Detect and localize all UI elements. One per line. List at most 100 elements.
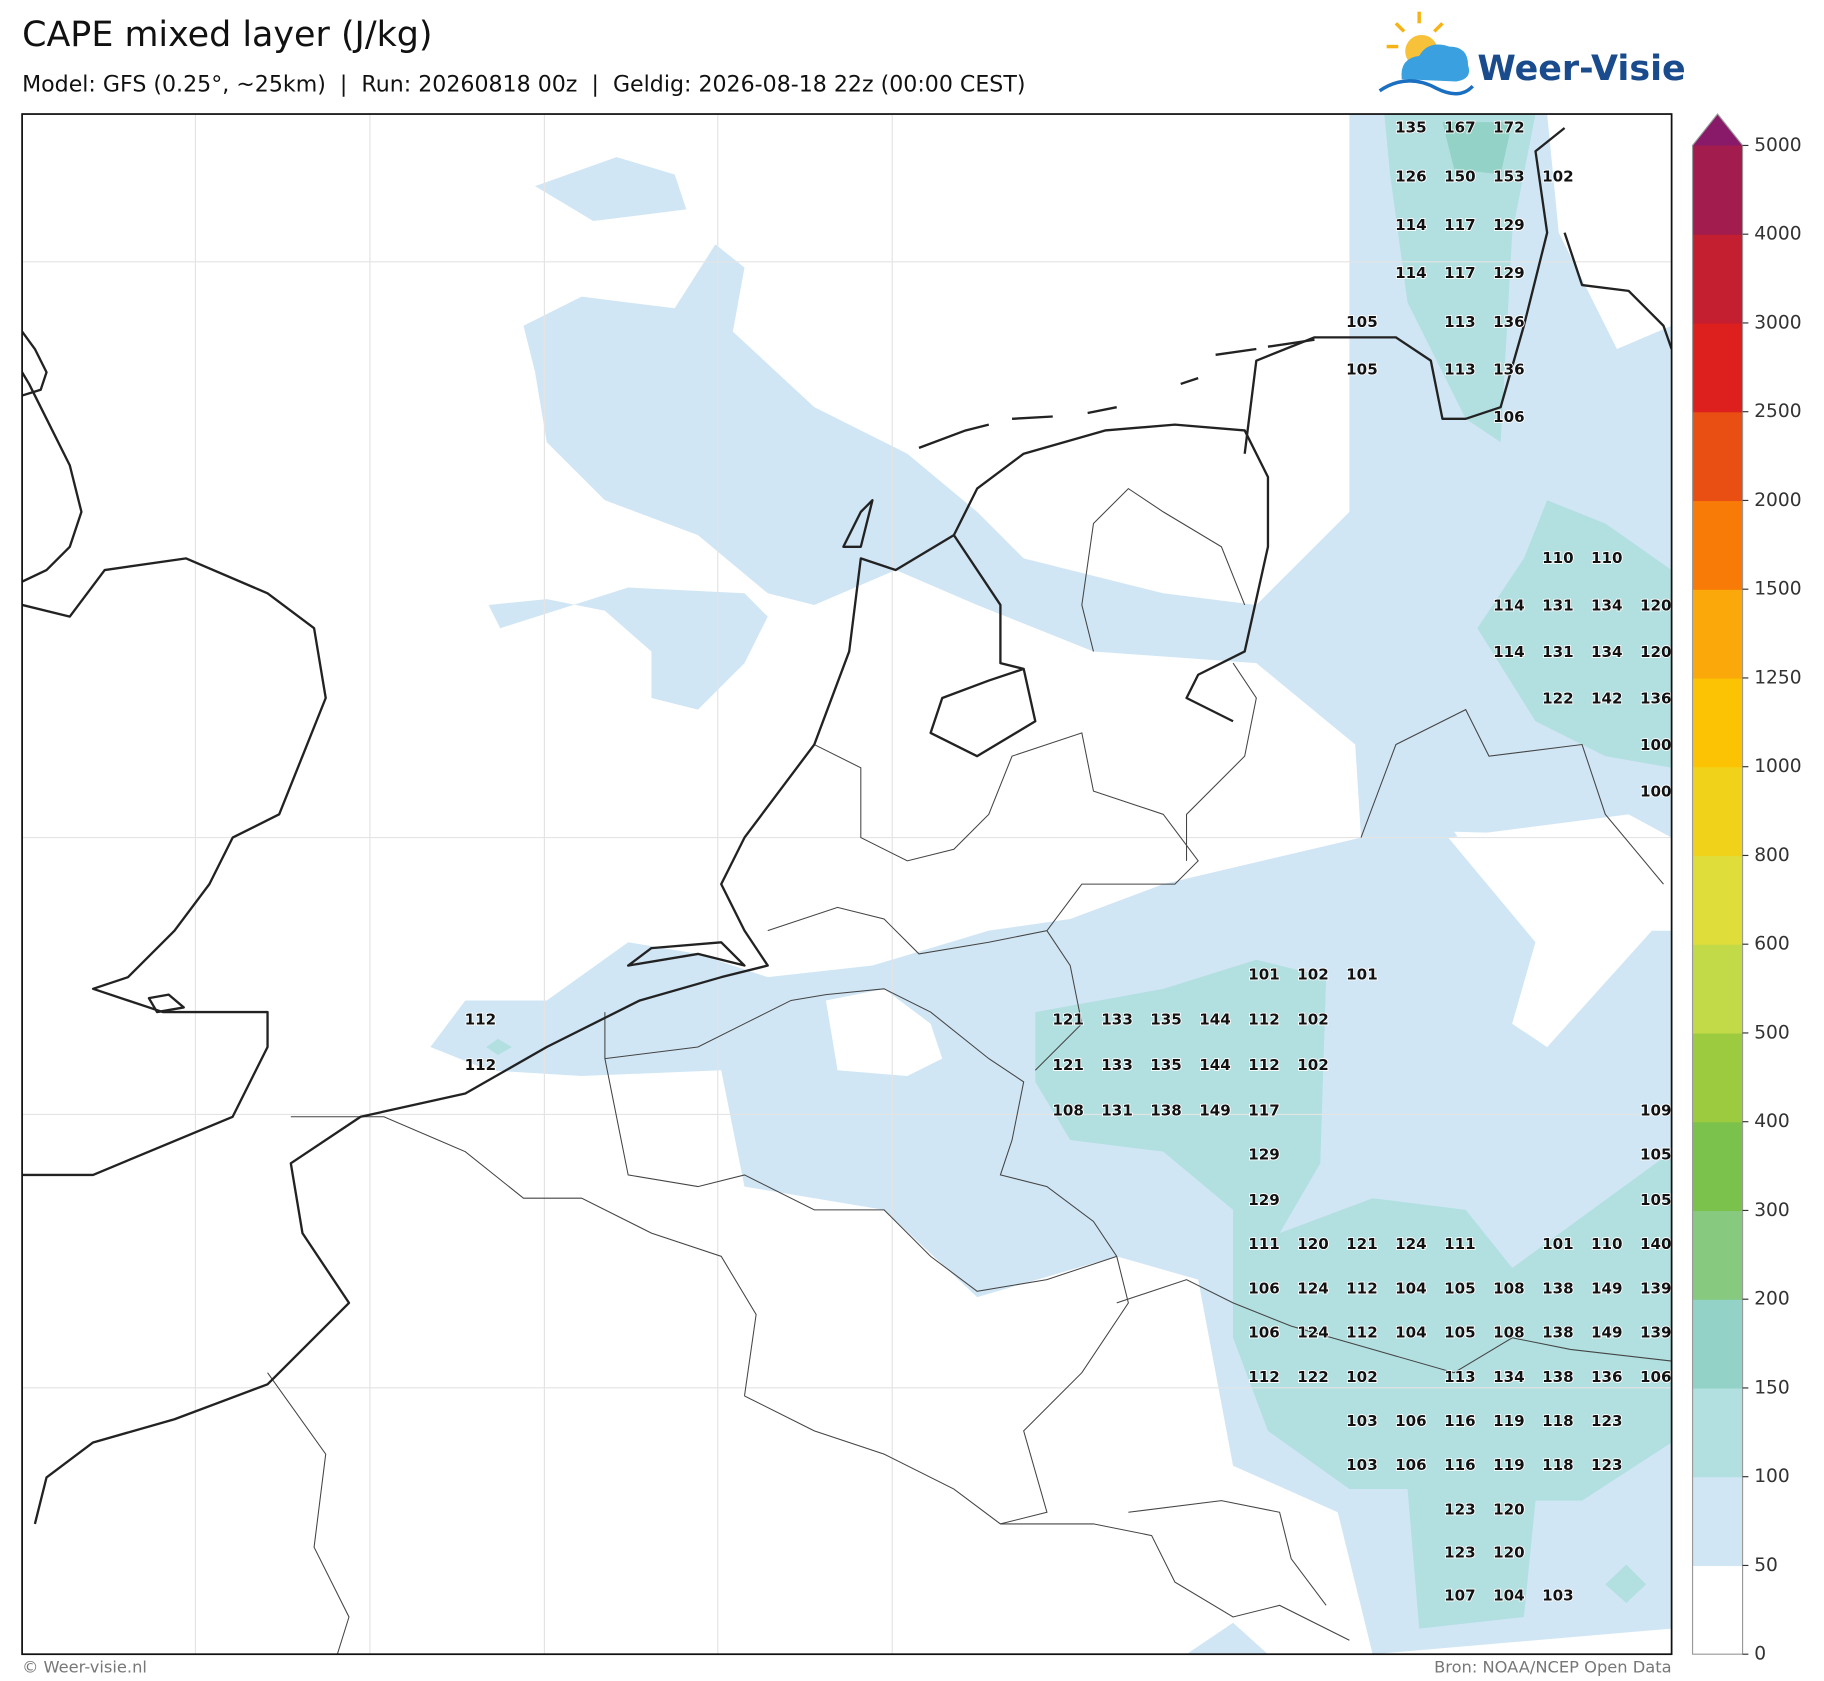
grid-value: 112 xyxy=(1248,1368,1280,1386)
grid-value: 131 xyxy=(1542,643,1574,661)
grid-value: 131 xyxy=(1542,597,1574,615)
grid-value: 119 xyxy=(1493,1412,1525,1430)
grid-value: 116 xyxy=(1444,1456,1476,1474)
cape-below-50 xyxy=(825,814,1672,1077)
grid-value: 105 xyxy=(1640,1191,1672,1209)
grid-value: 129 xyxy=(1248,1146,1280,1164)
grid-value: 106 xyxy=(1248,1324,1280,1342)
grid-value: 120 xyxy=(1297,1235,1329,1253)
grid-value: 129 xyxy=(1248,1191,1280,1209)
grid-values: 135 167 172 126 150 153 102 114 117 129 114 117 129 1… xyxy=(464,118,1672,1606)
grid-value: 105 xyxy=(1346,360,1378,378)
grid-value: 104 xyxy=(1395,1324,1427,1342)
cape-100-150 xyxy=(486,114,1672,1629)
colorbar-segment xyxy=(1692,500,1743,590)
grid-value: 108 xyxy=(1493,1279,1525,1297)
colorbar-segment xyxy=(1692,145,1743,235)
grid-value: 112 xyxy=(1248,1056,1280,1074)
grid-value: 106 xyxy=(1395,1456,1427,1474)
colorbar-label: 800 xyxy=(1754,845,1790,866)
logo-cloud xyxy=(1401,44,1470,82)
grid-value: 102 xyxy=(1297,1011,1329,1029)
grid-value: 110 xyxy=(1591,549,1623,567)
colorbar-segment xyxy=(1692,855,1743,945)
colorbar-segment xyxy=(1692,1299,1743,1389)
colorbar-label: 2000 xyxy=(1754,490,1801,511)
grid-value: 129 xyxy=(1493,264,1525,282)
grid-value: 110 xyxy=(1591,1235,1623,1253)
logo-sun xyxy=(1386,11,1444,49)
colorbar-label: 300 xyxy=(1754,1200,1790,1221)
colorbar: 0 50 100 150 200 300 400 500 600 800 1000 1250 1500 2… xyxy=(1691,113,1802,1665)
colorbar-segment xyxy=(1692,766,1743,857)
map-frame xyxy=(21,113,1673,1656)
grid-value: 149 xyxy=(1591,1279,1623,1297)
grid-value: 117 xyxy=(1248,1101,1280,1119)
grid-value: 120 xyxy=(1640,643,1672,661)
colorbar-label: 4000 xyxy=(1754,224,1801,245)
subtitle: Model: GFS (0.25°, ~25km) | Run: 2026081… xyxy=(22,71,1025,97)
grid-value: 136 xyxy=(1640,690,1672,708)
grid-value: 105 xyxy=(1640,1146,1672,1164)
colorbar-segment xyxy=(1692,1476,1743,1567)
grid-value: 101 xyxy=(1248,965,1280,983)
grid-value: 136 xyxy=(1493,313,1525,331)
grid-value: 129 xyxy=(1493,216,1525,234)
grid-value: 140 xyxy=(1640,1235,1672,1253)
logo-wave xyxy=(1378,79,1474,96)
grid-value: 142 xyxy=(1591,690,1623,708)
colorbar-segment xyxy=(1692,322,1743,413)
footer-right: Bron: NOAA/NCEP Open Data xyxy=(1434,1658,1672,1677)
grid-value: 106 xyxy=(1248,1279,1280,1297)
colorbar-extension xyxy=(1692,114,1743,146)
colorbar-segment xyxy=(1692,1032,1743,1123)
grid-value: 112 xyxy=(1248,1011,1280,1029)
colorbar-label: 3000 xyxy=(1754,312,1801,333)
grid-value: 123 xyxy=(1444,1500,1476,1518)
grid-value: 134 xyxy=(1591,643,1623,661)
borders xyxy=(267,487,1672,1655)
grid-value: 101 xyxy=(1542,1235,1574,1253)
grid-value: 117 xyxy=(1444,264,1476,282)
grid-value: 134 xyxy=(1591,597,1623,615)
grid-value: 100 xyxy=(1640,736,1672,754)
grid-value: 112 xyxy=(1346,1279,1378,1297)
colorbar-segment xyxy=(1692,411,1743,502)
grid-value: 122 xyxy=(1542,690,1574,708)
grid-value: 123 xyxy=(1591,1412,1623,1430)
footer-left: © Weer-visie.nl xyxy=(22,1658,147,1677)
colorbar-segment xyxy=(1692,589,1743,679)
grid-value: 112 xyxy=(465,1056,497,1074)
grid-value: 104 xyxy=(1493,1587,1525,1605)
colorbar-label: 100 xyxy=(1754,1466,1790,1487)
logo-text: Weer-Visie xyxy=(1477,49,1685,89)
colorbar-label: 50 xyxy=(1754,1555,1778,1576)
colorbar-outline xyxy=(1691,113,1744,1655)
grid-value: 105 xyxy=(1444,1324,1476,1342)
colorbar-label: 5000 xyxy=(1754,135,1801,156)
grid-value: 123 xyxy=(1444,1544,1476,1562)
grid-value: 103 xyxy=(1346,1456,1378,1474)
grid-value: 101 xyxy=(1346,965,1378,983)
grid-value: 106 xyxy=(1395,1412,1427,1430)
grid-value: 106 xyxy=(1640,1368,1672,1386)
grid-value: 112 xyxy=(465,1011,497,1029)
grid-value: 108 xyxy=(1493,1324,1525,1342)
graticule xyxy=(22,114,1672,1655)
grid-value: 100 xyxy=(1640,783,1672,801)
colorbar-label: 600 xyxy=(1754,934,1790,955)
grid-value: 136 xyxy=(1591,1368,1623,1386)
grid-value: 113 xyxy=(1444,1368,1476,1386)
grid-value: 139 xyxy=(1640,1324,1672,1342)
grid-value: 105 xyxy=(1346,313,1378,331)
colorbar-segment xyxy=(1692,677,1743,768)
grid-value: 108 xyxy=(1052,1101,1084,1119)
grid-value: 119 xyxy=(1493,1456,1525,1474)
grid-value: 118 xyxy=(1542,1456,1574,1474)
grid-value: 121 xyxy=(1052,1011,1084,1029)
logo: Weer-Visie xyxy=(1378,11,1686,96)
grid-value: 136 xyxy=(1493,360,1525,378)
grid-value: 113 xyxy=(1444,313,1476,331)
colorbar-segment xyxy=(1692,1387,1743,1478)
